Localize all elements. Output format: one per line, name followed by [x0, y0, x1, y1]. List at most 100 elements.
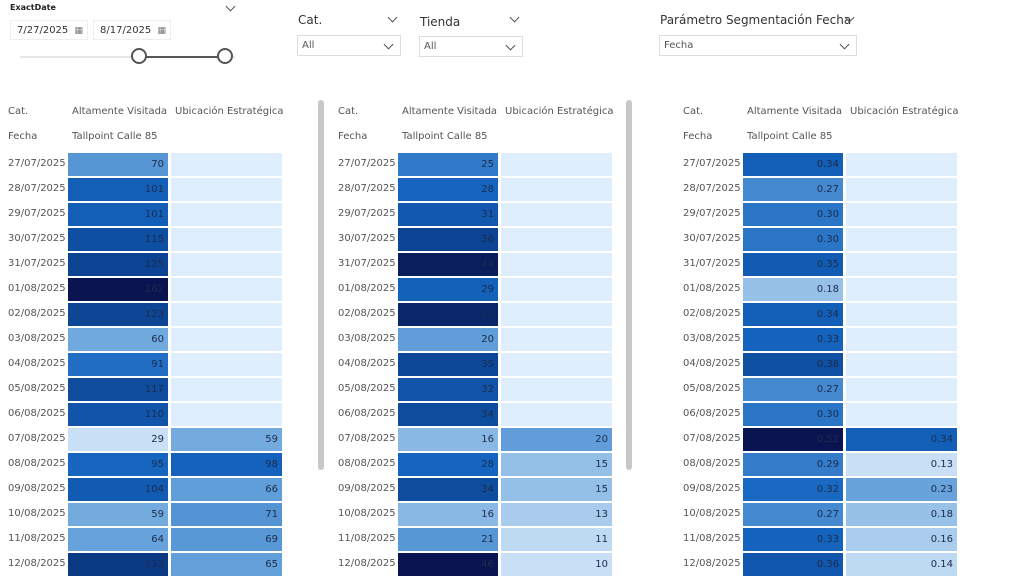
date-cell: 09/08/2025 — [8, 483, 66, 494]
table-row: 07/08/2025 16 20 — [330, 428, 612, 453]
table-row: 29/07/2025 101 — [0, 203, 282, 228]
date-cell: 28/07/2025 — [8, 183, 66, 194]
value-cell: 20 — [501, 428, 612, 451]
chevron-down-icon[interactable] — [225, 1, 236, 12]
table-row: 04/08/2025 91 — [0, 353, 282, 378]
date-slicer-label: ExactDate — [10, 3, 56, 12]
date-cell: 01/08/2025 — [338, 283, 396, 294]
table-row: 28/07/2025 0.27 — [675, 178, 957, 203]
date-cell: 30/07/2025 — [683, 233, 741, 244]
param-filter-label: Parámetro Segmentación Fecha — [660, 13, 852, 27]
date-cell: 02/08/2025 — [338, 308, 396, 319]
tienda-filter-label: Tienda — [420, 15, 461, 29]
value-cell: 65 — [171, 553, 282, 576]
header-col1[interactable]: Altamente Visitada — [402, 106, 498, 117]
cat-filter-label: Cat. — [298, 13, 323, 27]
value-cell: 98 — [171, 453, 282, 476]
chevron-down-icon[interactable] — [509, 12, 520, 23]
value-cell: 125 — [68, 253, 168, 276]
value-cell: 0.16 — [846, 528, 957, 551]
date-cell: 27/07/2025 — [683, 158, 741, 169]
value-cell: 0.33 — [743, 528, 843, 551]
value-cell: 64 — [68, 528, 168, 551]
value-cell — [171, 328, 282, 351]
table-row: 09/08/2025 104 66 — [0, 478, 282, 503]
date-cell: 27/07/2025 — [8, 158, 66, 169]
chevron-down-icon[interactable] — [387, 12, 398, 23]
calendar-icon[interactable]: ▦ — [74, 26, 83, 36]
value-cell — [171, 378, 282, 401]
tienda-dropdown[interactable]: All — [419, 36, 523, 57]
param-dropdown-value: Fecha — [664, 40, 694, 51]
end-date-input[interactable]: 8/17/2025 ▦ — [93, 20, 171, 40]
value-cell — [171, 353, 282, 376]
date-cell: 02/08/2025 — [683, 308, 741, 319]
header-fecha[interactable]: Fecha — [338, 131, 368, 142]
value-cell: 0.30 — [743, 228, 843, 251]
start-date-input[interactable]: 7/27/2025 ▦ — [10, 20, 88, 40]
value-cell: 31 — [398, 203, 498, 226]
date-cell: 03/08/2025 — [8, 333, 66, 344]
date-slider-track[interactable] — [20, 56, 235, 58]
table-row: 12/08/2025 133 65 — [0, 553, 282, 578]
table-row: 03/08/2025 60 — [0, 328, 282, 353]
chevron-down-icon — [839, 39, 850, 50]
value-cell: 0.34 — [743, 153, 843, 176]
value-cell — [501, 253, 612, 276]
header-col1[interactable]: Altamente Visitada — [747, 106, 843, 117]
date-cell: 28/07/2025 — [338, 183, 396, 194]
value-cell: 0.30 — [743, 403, 843, 426]
value-cell: 15 — [501, 453, 612, 476]
value-cell: 0.29 — [743, 453, 843, 476]
table-row: 30/07/2025 0.30 — [675, 228, 957, 253]
date-cell: 12/08/2025 — [8, 558, 66, 569]
value-cell — [501, 153, 612, 176]
table-row: 31/07/2025 44 — [330, 253, 612, 278]
tienda-dropdown-value: All — [424, 41, 437, 52]
value-cell: 0.27 — [743, 178, 843, 201]
date-slider-end-handle[interactable] — [217, 48, 234, 64]
header-col2[interactable]: Ubicación Estratégica — [505, 106, 614, 117]
date-slider-start-handle[interactable] — [131, 48, 148, 64]
value-cell: 110 — [68, 403, 168, 426]
date-cell: 31/07/2025 — [338, 258, 396, 269]
cat-dropdown[interactable]: All — [297, 35, 401, 56]
date-cell: 05/08/2025 — [338, 383, 396, 394]
value-cell: 11 — [501, 528, 612, 551]
header-fecha[interactable]: Fecha — [683, 131, 713, 142]
calendar-icon[interactable]: ▦ — [157, 26, 166, 36]
value-cell: 0.13 — [846, 453, 957, 476]
scrollbar[interactable] — [318, 100, 324, 470]
param-dropdown[interactable]: Fecha — [659, 35, 857, 56]
value-cell — [846, 253, 957, 276]
table-row: 01/08/2025 29 — [330, 278, 612, 303]
header-fecha[interactable]: Fecha — [8, 131, 38, 142]
table-row: 09/08/2025 0.32 0.23 — [675, 478, 957, 503]
value-cell: 0.32 — [743, 478, 843, 501]
table-row: 05/08/2025 32 — [330, 378, 612, 403]
value-cell — [846, 228, 957, 251]
scrollbar[interactable] — [626, 100, 632, 470]
table-row: 12/08/2025 0.36 0.14 — [675, 553, 957, 578]
header-col2[interactable]: Ubicación Estratégica — [175, 106, 284, 117]
value-cell — [846, 203, 957, 226]
table-row: 27/07/2025 25 — [330, 153, 612, 178]
date-cell: 29/07/2025 — [8, 208, 66, 219]
date-cell: 07/08/2025 — [683, 433, 741, 444]
value-cell: 0.27 — [743, 503, 843, 526]
date-cell: 12/08/2025 — [338, 558, 396, 569]
table-row: 07/08/2025 29 59 — [0, 428, 282, 453]
date-cell: 08/08/2025 — [683, 458, 741, 469]
value-cell — [171, 153, 282, 176]
table-row: 03/08/2025 20 — [330, 328, 612, 353]
table-row: 03/08/2025 0.33 — [675, 328, 957, 353]
header-col1[interactable]: Altamente Visitada — [72, 106, 168, 117]
value-cell — [501, 178, 612, 201]
date-cell: 04/08/2025 — [683, 358, 741, 369]
value-cell — [171, 403, 282, 426]
value-cell — [171, 228, 282, 251]
header-col2[interactable]: Ubicación Estratégica — [850, 106, 959, 117]
date-cell: 03/08/2025 — [683, 333, 741, 344]
table-row: 27/07/2025 70 — [0, 153, 282, 178]
value-cell: 91 — [68, 353, 168, 376]
